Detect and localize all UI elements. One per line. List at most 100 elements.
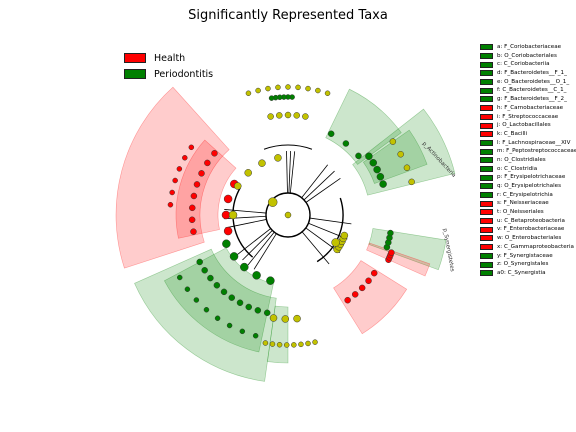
- taxa-legend-swatch: [480, 61, 493, 68]
- taxon-node: [263, 309, 271, 317]
- taxon-node: [258, 159, 266, 167]
- class-legend-item-periodontitis: Periodontitis: [124, 66, 213, 82]
- taxon-node: [295, 84, 301, 91]
- branch-arc: [263, 144, 313, 150]
- taxon-node: [252, 271, 261, 280]
- taxon-node: [355, 152, 362, 160]
- taxa-legend-item: h: F_Carnobacteriaceae: [480, 104, 576, 113]
- taxon-node: [167, 201, 174, 208]
- taxa-legend-label: n: O_Clostridiales: [497, 156, 546, 163]
- taxon-node: [190, 228, 197, 235]
- taxon-node: [291, 342, 297, 348]
- taxa-legend-label: f: C_Bacteroidetes__C_1_: [497, 87, 567, 94]
- taxa-legend-item: k: C_Bacilli: [480, 130, 576, 139]
- taxon-node: [207, 274, 214, 282]
- taxa-legend-swatch: [480, 200, 493, 207]
- taxa-legend-swatch: [480, 165, 493, 172]
- taxon-node: [284, 111, 292, 119]
- taxa-legend-label: a0: C_Synergistia: [497, 269, 546, 276]
- taxa-legend-label: u: C_Betaproteobacteria: [497, 217, 565, 224]
- taxon-node: [214, 315, 221, 322]
- taxon-node: [236, 299, 244, 306]
- taxon-node: [201, 267, 208, 274]
- taxon-node: [176, 274, 183, 281]
- taxa-legend-item: l: F_Lachnospiraceae__XIV: [480, 139, 576, 148]
- taxon-node: [276, 112, 283, 119]
- taxa-legend-label: w: O_Enterobacteriales: [497, 235, 562, 242]
- taxon-node: [379, 180, 387, 188]
- taxa-legend-swatch: [480, 261, 493, 268]
- taxa-legend-item: r: C_Erysipelotrichia: [480, 191, 576, 200]
- taxon-node: [403, 164, 411, 171]
- taxa-legend-swatch: [480, 96, 493, 103]
- taxa-legend-label: m: F_Peptostreptococcaceae: [497, 148, 576, 155]
- taxon-node: [252, 332, 259, 339]
- periodontitis-swatch: [124, 69, 146, 79]
- taxa-legend-label: j: O_Lactobacillales: [497, 122, 551, 129]
- taxa-legend-label: i: F_Streptococcaceae: [497, 113, 559, 120]
- taxon-node: [283, 342, 290, 348]
- taxa-legend-item: a: F_Coriobacteriaceae: [480, 43, 576, 52]
- taxa-legend-swatch: [480, 87, 493, 94]
- taxa-legend-label: d: F_Bacteroidetes__F_1_: [497, 70, 567, 77]
- branch-line: [242, 230, 273, 261]
- branch-line: [224, 209, 267, 214]
- taxon-node: [274, 154, 282, 162]
- taxa-legend-swatch: [480, 53, 493, 60]
- taxon-node: [293, 112, 300, 119]
- taxa-legend-item: e: O_Bacteroidetes__O_1_: [480, 78, 576, 87]
- clade-highlight: [366, 242, 431, 277]
- taxon-node: [220, 288, 228, 296]
- taxon-node: [267, 197, 278, 207]
- health-swatch: [124, 53, 146, 63]
- taxa-legend-item: n: O_Clostridiales: [480, 156, 576, 165]
- taxon-node: [245, 90, 252, 97]
- taxon-node: [344, 296, 351, 304]
- taxa-legend-swatch: [480, 244, 493, 251]
- class-legend-label: Periodontitis: [154, 68, 214, 80]
- taxon-node: [298, 341, 304, 348]
- taxa-legend-swatch: [480, 122, 493, 129]
- taxa-legend-item: f: C_Bacteroidetes__C_1_: [480, 86, 576, 95]
- taxon-node: [389, 138, 397, 145]
- taxon-node: [408, 178, 415, 186]
- taxa-legend-item: m: F_Peptostreptococcaceae: [480, 147, 576, 156]
- taxon-node: [365, 277, 372, 285]
- taxon-node: [223, 194, 233, 204]
- taxa-legend-item: z: O_Synergistales: [480, 260, 576, 269]
- taxon-node: [266, 276, 275, 285]
- branch-line: [225, 219, 267, 229]
- taxon-node: [190, 192, 198, 200]
- taxon-node: [193, 181, 201, 188]
- taxa-legend-swatch: [480, 183, 493, 190]
- taxon-node: [370, 269, 378, 277]
- taxa-legend-item: j: O_Lactobacillales: [480, 121, 576, 130]
- taxa-legend-item: c: C_Coriobacteriia: [480, 60, 576, 69]
- taxon-node: [327, 130, 335, 138]
- taxa-legend-label: s: F_Neisseriaceae: [497, 200, 549, 207]
- taxon-node: [284, 211, 292, 219]
- branch-line: [247, 231, 275, 266]
- clade-highlight: [352, 108, 456, 196]
- taxon-node: [203, 306, 210, 313]
- branch-line: [301, 231, 330, 265]
- clade-highlight: [134, 248, 277, 382]
- taxon-node: [351, 291, 359, 298]
- branch-line: [301, 164, 329, 198]
- branch-arc: [316, 197, 344, 263]
- taxa-legend-item: s: F_Neisseriaceae: [480, 199, 576, 208]
- taxon-node: [331, 238, 340, 247]
- taxa-legend-swatch: [480, 70, 493, 77]
- taxon-node: [397, 151, 404, 158]
- taxon-node: [340, 231, 349, 240]
- class-legend-item-health: Health: [124, 50, 213, 66]
- taxon-node: [198, 170, 205, 177]
- taxon-node: [269, 341, 276, 347]
- taxa-legend-swatch: [480, 113, 493, 120]
- branch-line: [237, 228, 271, 255]
- taxon-node: [229, 252, 239, 261]
- taxon-node: [305, 85, 311, 92]
- root-circle: [265, 192, 311, 238]
- taxa-legend-swatch: [480, 192, 493, 199]
